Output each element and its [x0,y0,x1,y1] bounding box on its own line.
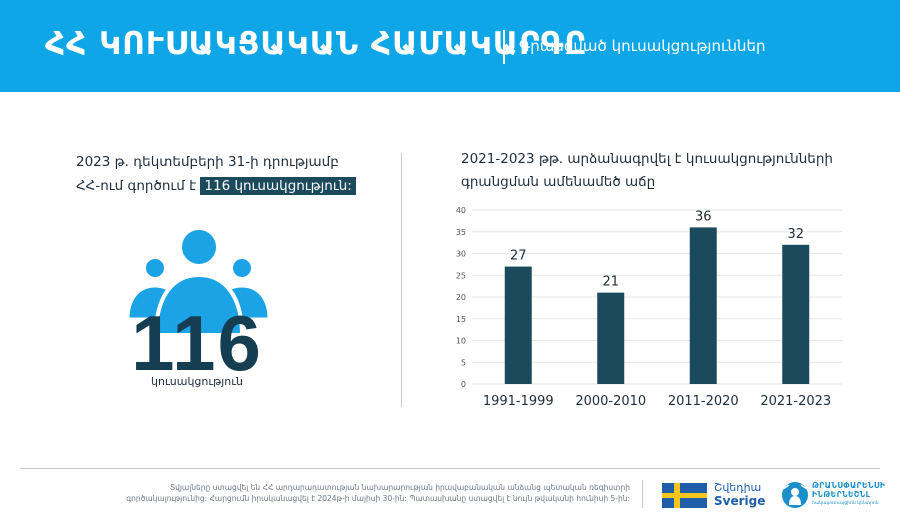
sweden-flag-icon [662,483,707,508]
summary-line-2: ՀՀ-ում գործում է 116 կուսակցություն: [76,174,376,198]
x-tick-label: 2011-2020 [668,394,739,409]
footer-divider [20,468,880,469]
transparency-logo-name: ԹՐԱՆՍՓԱՐԵՆՍԻ ԻՆԹԵՐՆԵՇՆԼ [812,481,886,499]
summary-highlight: 116 կուսակցություն: [200,177,356,195]
bar [782,244,810,384]
total-parties-number: 116 [131,299,263,387]
footer-separator [642,480,643,508]
transparency-logo-sub: հակակոռուպցիոն կենտրոն [812,501,879,506]
bar-value-label: 27 [510,249,527,264]
x-tick-label: 2000-2010 [575,394,646,409]
y-tick-label: 15 [456,315,466,324]
header-banner: ՀՀ ԿՈՒՍԱԿՑԱԿԱՆ ՀԱՄԱԿԱՐԳԸ Գրանցված կուսակ… [0,0,900,92]
bar [597,292,625,384]
y-tick-label: 25 [456,271,466,280]
chart-title-line-2: գրանցման ամենամեծ աճը [461,174,656,190]
chart-title-line-1: 2021-2023 թթ. արձանագրվել է կուսակցությո… [461,151,833,167]
footer-source-note: Տվյալները ստացվել են ՀՀ արդարադատության … [126,483,630,503]
sweden-logo-name: Շվեդիա [714,481,762,494]
bar-chart: 0 5 10 15 20 25 30 35 40 27 1991-1999 21 2000-2010 36… [456,206,842,409]
page-title: ՀՀ ԿՈՒՍԱԿՑԱԿԱՆ ՀԱՄԱԿԱՐԳԸ [45,26,588,62]
y-tick-label: 40 [456,206,466,215]
bar [689,227,717,384]
y-tick-label: 5 [461,358,466,367]
summary-text: 2023 թ. դեկտեմբերի 31-ի դրությամբ ՀՀ-ում… [76,150,376,198]
y-tick-label: 10 [456,337,466,346]
y-tick-label: 35 [456,228,466,237]
people-group-icon [126,226,271,337]
y-tick-label: 30 [456,250,466,259]
section-divider [401,153,402,407]
x-tick-label: 2021-2023 [760,394,831,409]
y-tick-label: 0 [461,380,466,389]
sweden-logo-latin: Sverige [714,494,766,508]
y-tick-label: 20 [456,293,466,302]
bar-value-label: 21 [602,275,619,290]
chart-title: 2021-2023 թթ. արձանագրվել է կուսակցությո… [461,148,833,194]
transparency-logo-icon [782,482,808,508]
x-tick-label: 1991-1999 [483,394,554,409]
header-divider [503,30,505,64]
bar-value-label: 32 [787,227,804,242]
bar [504,266,532,384]
summary-line-2-prefix: ՀՀ-ում գործում է [76,178,197,194]
summary-line-1: 2023 թ. դեկտեմբերի 31-ի դրությամբ [76,154,339,170]
page-subtitle: Գրանցված կուսակցություններ [519,37,766,55]
total-parties-caption: կուսակցություն [151,375,243,388]
bar-value-label: 36 [695,209,712,224]
